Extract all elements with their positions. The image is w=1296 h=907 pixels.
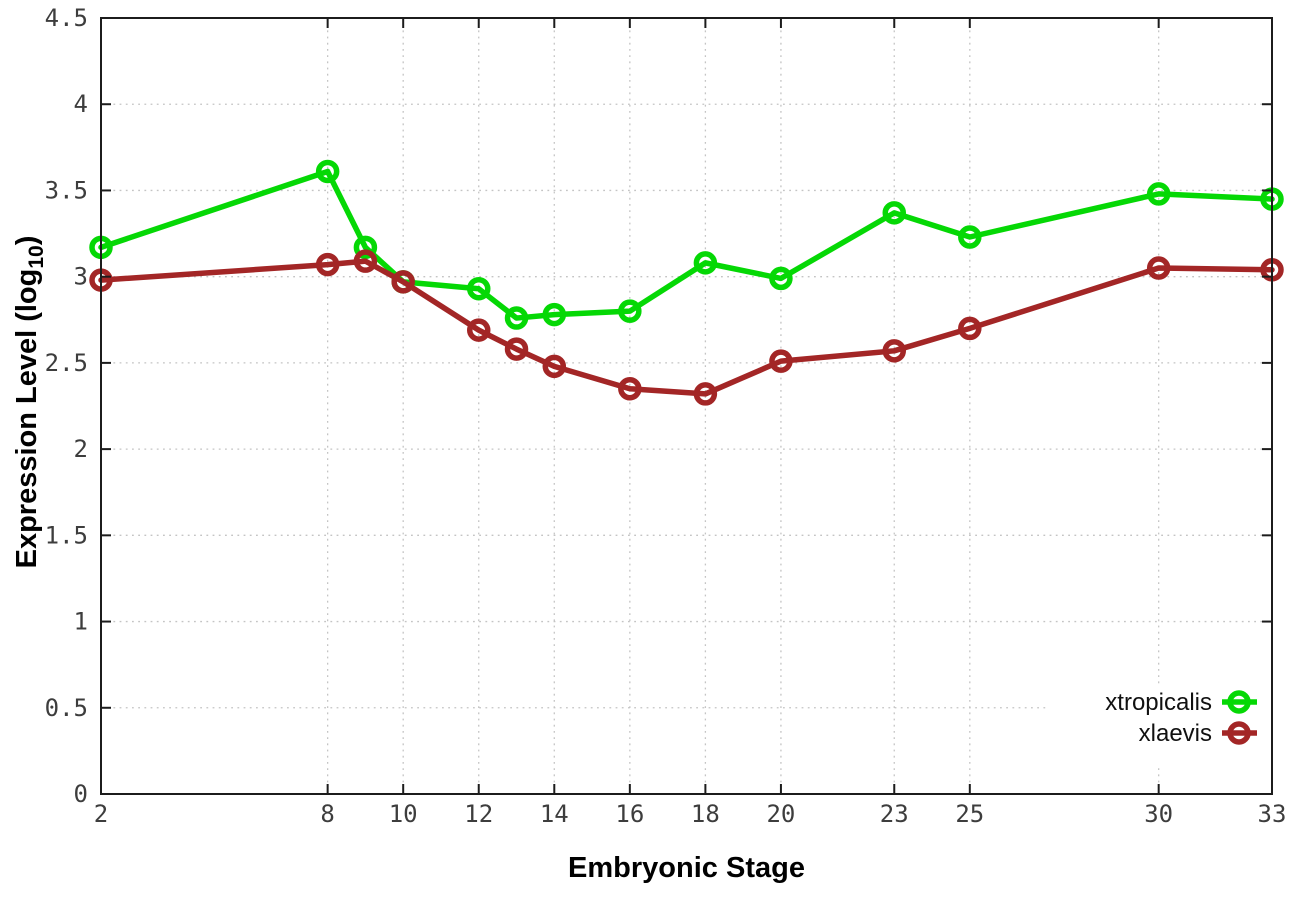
marker-xlaevis	[958, 316, 982, 341]
marker-xtropicalis	[353, 235, 378, 260]
marker-xlaevis	[542, 354, 567, 379]
y-tick-label: 0.5	[45, 694, 88, 722]
marker-xlaevis	[769, 349, 793, 373]
marker-xtropicalis	[958, 225, 982, 249]
y-tick-label: 3.5	[45, 176, 88, 204]
marker-xlaevis	[693, 382, 718, 406]
marker-xlaevis	[353, 249, 378, 273]
marker-xlaevis	[1146, 256, 1171, 280]
x-tick-label: 10	[389, 800, 418, 828]
y-tick-label: 4.5	[45, 4, 88, 32]
y-tick-label: 2	[74, 435, 88, 463]
marker-xtropicalis	[504, 306, 529, 330]
marker-xlaevis	[882, 339, 907, 363]
marker-xlaevis	[315, 252, 340, 277]
marker-xtropicalis	[769, 266, 793, 291]
marker-xtropicalis	[693, 251, 718, 275]
legend-sample-marker-xlaevis	[1227, 721, 1251, 745]
marker-xtropicalis	[315, 159, 340, 184]
legend-label-xlaevis: xlaevis	[1139, 720, 1212, 747]
marker-xtropicalis	[618, 299, 642, 323]
legend-label-xtropicalis: xtropicalis	[1105, 689, 1212, 716]
x-tick-label: 23	[880, 800, 909, 828]
x-tick-label: 18	[691, 800, 720, 828]
y-tick-label: 1.5	[45, 521, 88, 549]
x-tick-label: 2	[94, 800, 108, 828]
y-tick-label: 0	[74, 780, 88, 808]
x-tick-label: 20	[766, 800, 795, 828]
marker-xlaevis	[504, 337, 529, 361]
y-tick-label: 2.5	[45, 349, 88, 377]
plot-border	[100, 17, 1273, 795]
x-tick-label: 25	[955, 800, 984, 828]
x-tick-label: 14	[540, 800, 569, 828]
legend-sample-marker-xtropicalis	[1227, 690, 1251, 714]
marker-xtropicalis	[542, 302, 567, 327]
marker-xtropicalis	[1146, 182, 1171, 206]
marker-xlaevis	[618, 377, 642, 401]
marker-xtropicalis	[882, 201, 907, 225]
x-tick-label: 30	[1144, 800, 1173, 828]
y-axis-title: Expression Level (log10)	[11, 236, 48, 569]
x-axis-title: Embryonic Stage	[568, 852, 805, 884]
marker-xlaevis	[466, 318, 491, 342]
x-tick-label: 8	[320, 800, 334, 828]
y-tick-label: 4	[74, 90, 88, 118]
x-tick-label: 16	[615, 800, 644, 828]
x-tick-label: 12	[464, 800, 493, 828]
marker-xtropicalis	[466, 276, 491, 301]
marker-xlaevis	[391, 270, 415, 294]
y-tick-label: 3	[74, 263, 88, 291]
y-tick-label: 1	[74, 608, 88, 636]
x-tick-label: 33	[1258, 800, 1287, 828]
